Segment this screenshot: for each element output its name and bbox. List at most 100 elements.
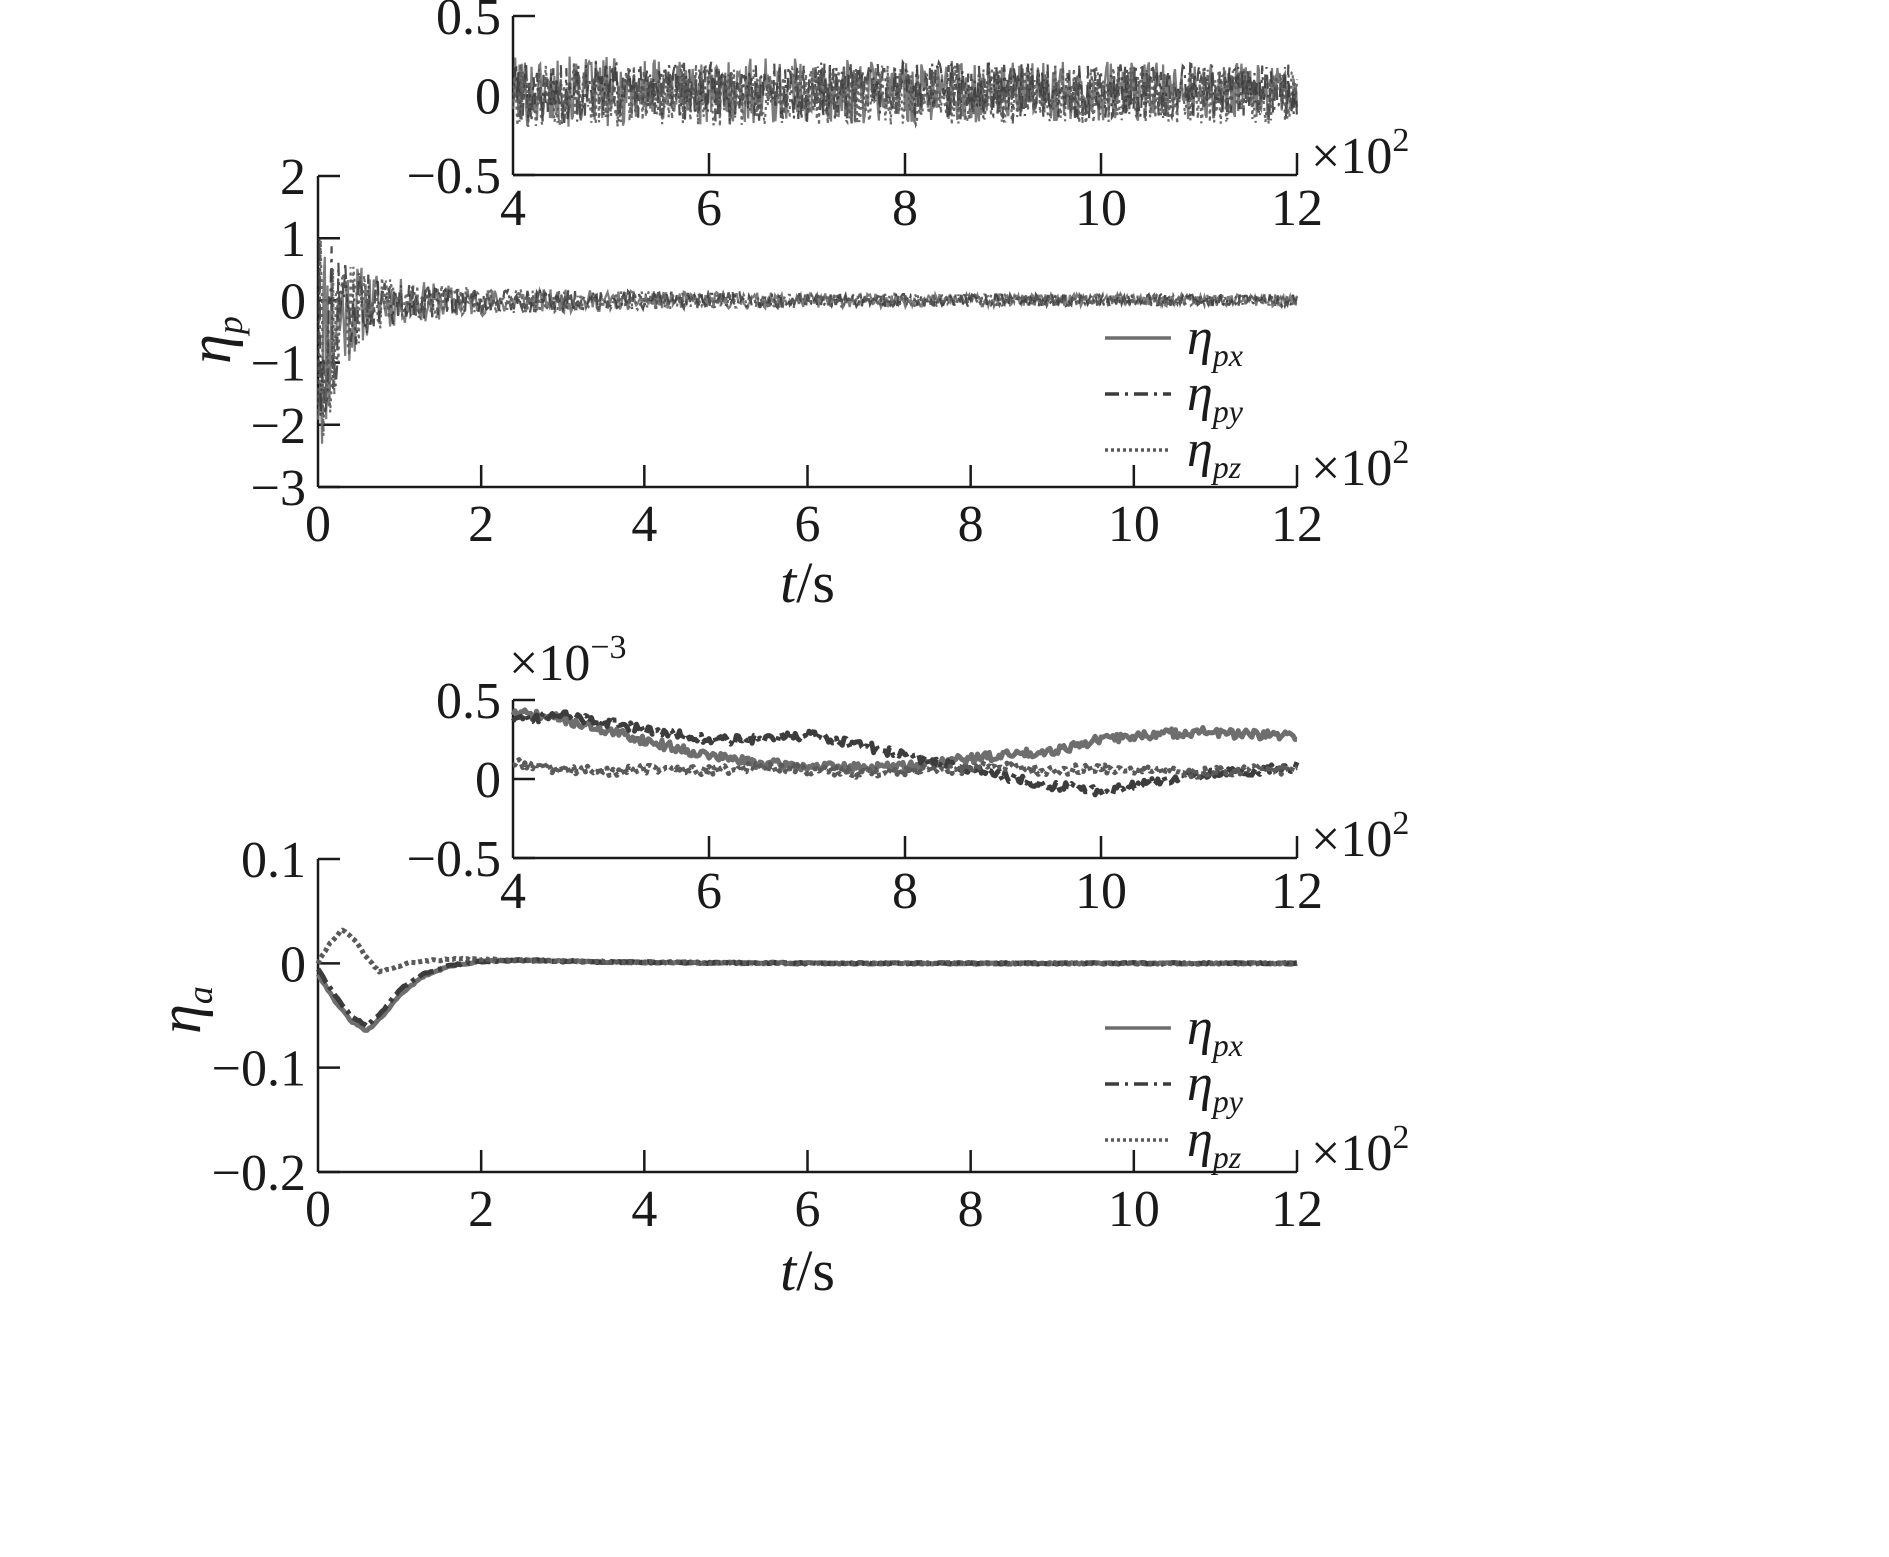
x-tick-label: 12 <box>1271 180 1323 237</box>
y-tick-label: −1 <box>251 336 306 393</box>
y-multiplier-exp: −3 <box>590 629 626 666</box>
series-η-pz-line <box>512 757 1298 780</box>
y-axis-label-main: η <box>177 334 243 364</box>
y-multiplier: ×10−3 <box>509 629 627 692</box>
x-tick-label: 8 <box>892 180 918 237</box>
x-axis-label-t: t <box>780 550 798 615</box>
x-tick-label: 2 <box>468 496 494 553</box>
eta-p-inset-plot: 4 6 8 10 12 −0.5 0 0.5 ×102 <box>407 0 1410 237</box>
series-η-pz-line <box>511 64 1299 129</box>
series-η-px-line <box>315 957 1298 1033</box>
legend-label-px: ηpx <box>1187 309 1243 373</box>
y-tick-label: 0.5 <box>436 0 501 46</box>
legend-label-pz: ηpz <box>1187 1111 1242 1175</box>
x-tick-label: 0 <box>305 496 331 553</box>
y-axis-label-sub: p <box>210 316 250 337</box>
x-tick-label: 8 <box>958 496 984 553</box>
y-tick-label: 1 <box>280 211 306 268</box>
legend-label-px-main: η <box>1187 999 1213 1056</box>
x-tick-label: 0 <box>305 1181 331 1238</box>
x-multiplier-exp: 2 <box>1392 1119 1409 1156</box>
y-axis-label-main: η <box>147 1004 213 1034</box>
y-axis-label: ηa <box>147 986 220 1034</box>
series-η-py-line <box>316 237 1299 417</box>
x-tick-label: 6 <box>696 180 722 237</box>
legend-label-py-main: η <box>1187 365 1213 422</box>
panel-eta-a: 0 2 4 6 8 10 12−0.2−0.100.1×102ηat/sηpxηpyηpz … <box>147 629 1409 1303</box>
y-tick-label: −0.5 <box>407 831 501 888</box>
y-tick-label: −0.1 <box>212 1041 306 1098</box>
x-multiplier: ×102 <box>1311 122 1409 185</box>
y-tick-label: −0.5 <box>407 148 501 205</box>
legend-label-px: ηpx <box>1187 999 1243 1063</box>
legend-label-py-main: η <box>1187 1055 1213 1112</box>
y-tick-label: 0 <box>475 69 501 126</box>
legend-label-py: ηpy <box>1187 1055 1244 1119</box>
x-multiplier-base: ×10 <box>1311 128 1392 185</box>
y-tick-label: −0.2 <box>212 1145 306 1202</box>
x-multiplier: ×102 <box>1311 1119 1409 1182</box>
legend-label-py: ηpy <box>1187 365 1244 429</box>
y-tick-label: 0 <box>475 752 501 809</box>
series-η-pz-line <box>316 240 1299 436</box>
series-η-px-line <box>510 707 1298 775</box>
series-η-pz-line <box>315 927 1298 975</box>
x-multiplier-base: ×10 <box>1311 440 1392 497</box>
x-axis-label-unit: /s <box>796 1238 835 1303</box>
y-axis-label-sub: a <box>180 986 220 1004</box>
legend-label-px-main: η <box>1187 309 1213 366</box>
x-axis-label: t/s <box>780 1238 835 1303</box>
x-multiplier-exp: 2 <box>1392 122 1409 159</box>
legend-label-px-sub: px <box>1211 1027 1243 1063</box>
x-tick-label: 6 <box>795 1181 821 1238</box>
x-multiplier: ×102 <box>1311 805 1409 868</box>
y-tick-label: −2 <box>251 398 306 455</box>
legend-label-pz-sub: pz <box>1211 1139 1242 1175</box>
series-η-px-line <box>316 256 1299 444</box>
y-tick-label: 0 <box>280 936 306 993</box>
x-tick-label: 8 <box>892 863 918 920</box>
y-tick-label: −3 <box>251 460 306 517</box>
eta-a-inset-plot: 4 6 8 10 12−0.500.5×102×10−3 <box>407 629 1410 920</box>
y-tick-label: 2 <box>280 149 306 206</box>
x-tick-label: 4 <box>631 1181 657 1238</box>
x-multiplier-exp: 2 <box>1392 434 1409 471</box>
legend-label-pz: ηpz <box>1187 421 1242 485</box>
legend-label-pz-main: η <box>1187 421 1213 478</box>
y-tick-label: 0.5 <box>436 673 501 730</box>
x-multiplier-base: ×10 <box>1311 811 1392 868</box>
y-tick-label: 0 <box>280 273 306 330</box>
x-tick-label: 12 <box>1271 496 1323 553</box>
x-tick-label: 10 <box>1108 496 1160 553</box>
y-axis-label: ηp <box>177 316 250 364</box>
x-multiplier-base: ×10 <box>1311 1125 1392 1182</box>
x-multiplier-exp: 2 <box>1392 805 1409 842</box>
x-axis-label: t/s <box>780 550 835 615</box>
x-tick-label: 6 <box>696 863 722 920</box>
x-multiplier: ×102 <box>1311 434 1409 497</box>
x-tick-label: 4 <box>631 496 657 553</box>
y-multiplier-base: ×10 <box>509 635 590 692</box>
series-η-py-line <box>510 709 1300 798</box>
x-tick-label: 4 <box>500 863 526 920</box>
legend-label-pz-main: η <box>1187 1111 1213 1168</box>
x-tick-label: 12 <box>1271 863 1323 920</box>
x-tick-label: 10 <box>1108 1181 1160 1238</box>
x-tick-label: 10 <box>1075 863 1127 920</box>
legend-label-px-sub: px <box>1211 337 1243 373</box>
x-tick-label: 8 <box>958 1181 984 1238</box>
series-η-py-line <box>315 957 1298 1029</box>
x-tick-label: 2 <box>468 1181 494 1238</box>
legend-label-py-sub: py <box>1211 393 1244 429</box>
x-tick-label: 6 <box>795 496 821 553</box>
legend-label-py-sub: py <box>1211 1083 1244 1119</box>
x-axis-label-unit: /s <box>796 550 835 615</box>
x-tick-label: 4 <box>500 180 526 237</box>
x-tick-label: 12 <box>1271 1181 1323 1238</box>
y-tick-label: 0.1 <box>241 832 306 889</box>
